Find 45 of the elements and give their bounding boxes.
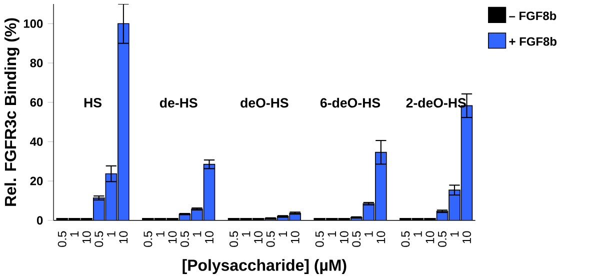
annotation: deO-HS xyxy=(240,98,288,108)
x-tick-label: 0.5 xyxy=(94,231,104,247)
x-tick-label: 1 xyxy=(70,231,78,236)
x-tick-label: 0.5 xyxy=(438,231,446,247)
y-axis-title: Rel. FGFR3c Binding (%) xyxy=(4,18,20,206)
x-tick-label: 10 xyxy=(254,230,263,243)
annotation: 2-deO-HS xyxy=(406,98,466,108)
x-tick-label: 0.5 xyxy=(230,231,238,247)
x-tick-label: 10 xyxy=(205,230,214,243)
legend-label: + FGF8b xyxy=(509,36,556,46)
x-tick-label: 10 xyxy=(82,230,91,243)
x-tick-label: 10 xyxy=(340,230,348,243)
x-tick-label: 0.5 xyxy=(180,231,189,247)
x-tick-label: 0.5 xyxy=(315,231,324,247)
x-axis-title: [Polysaccharide] (µM) xyxy=(182,258,346,274)
annotation: 6-deO-HS xyxy=(320,98,380,108)
x-tick-label: 10 xyxy=(168,230,177,243)
y-tick-label: 80 xyxy=(30,58,43,68)
x-tick-label: 10 xyxy=(290,230,300,243)
x-tick-label: 10 xyxy=(426,230,434,243)
x-tick-label: 1 xyxy=(364,231,373,236)
x-tick-label: 1 xyxy=(278,231,287,236)
y-tick-label: 40 xyxy=(30,137,43,146)
x-tick-label: 1 xyxy=(328,231,336,236)
x-tick-label: 0.5 xyxy=(266,231,275,247)
x-tick-label: 10 xyxy=(462,230,472,243)
annotation: de-HS xyxy=(160,98,198,108)
x-tick-label: 1 xyxy=(156,231,164,236)
x-tick-label: 1 xyxy=(242,231,250,236)
x-tick-label: 0.5 xyxy=(352,231,361,247)
x-tick-label: 1 xyxy=(107,231,116,236)
x-tick-label: 0.5 xyxy=(58,231,66,247)
legend-label: – FGF8b xyxy=(509,11,556,20)
x-tick-label: 0.5 xyxy=(401,231,410,247)
y-tick-label: 0 xyxy=(36,216,43,224)
x-tick-label: 0.5 xyxy=(144,231,152,247)
x-tick-label: 10 xyxy=(376,230,386,243)
x-tick-label: 1 xyxy=(450,231,459,236)
y-tick-label: 20 xyxy=(30,176,43,186)
y-tick-label: 60 xyxy=(30,98,43,106)
annotation: HS xyxy=(84,98,102,108)
x-tick-label: 10 xyxy=(119,230,128,243)
y-tick-label: 100 xyxy=(24,19,43,28)
x-tick-label: 1 xyxy=(192,231,202,236)
x-tick-label: 1 xyxy=(414,231,422,236)
